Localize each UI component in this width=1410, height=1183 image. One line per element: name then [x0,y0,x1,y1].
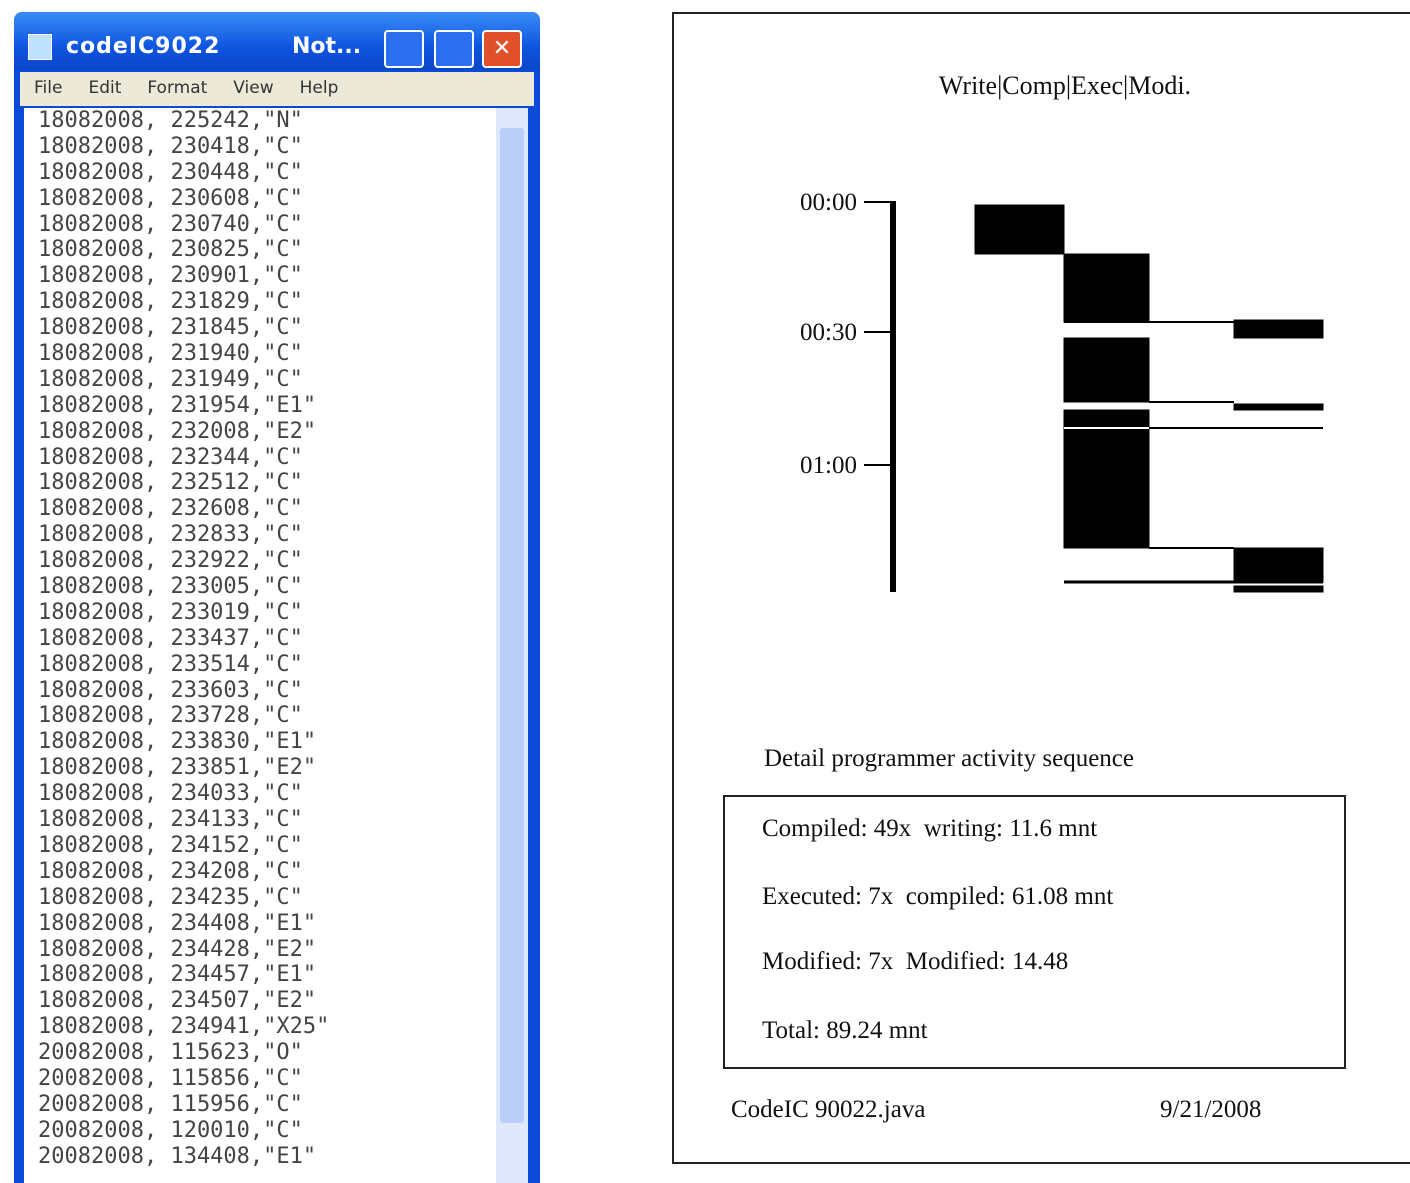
minimize-button[interactable] [384,30,424,68]
report-date: 9/21/2008 [1160,1096,1261,1123]
comp-block [1064,410,1149,548]
report-canvas: Write|Comp|Exec|Modi. Detail programmer … [674,14,1410,1162]
timeline [893,202,1323,592]
text-line: 18082008, 232008,"E2" [24,419,496,445]
text-line: 18082008, 232922,"C" [24,548,496,574]
summary-line: Total: 89.24 mnt [762,1017,928,1044]
text-line: 18082008, 233603,"C" [24,678,496,704]
text-line: 20082008, 115856,"C" [24,1066,496,1092]
close-button[interactable]: ✕ [482,30,522,68]
modi-block [1234,320,1323,338]
comp-block [1064,338,1149,402]
text-line: 18082008, 233437,"C" [24,626,496,652]
text-line: 18082008, 233514,"C" [24,652,496,678]
text-line: 18082008, 234235,"C" [24,885,496,911]
report-header: Write|Comp|Exec|Modi. [939,71,1191,100]
text-line: 18082008, 234033,"C" [24,781,496,807]
maximize-button[interactable] [434,30,474,68]
text-line: 18082008, 233005,"C" [24,574,496,600]
modi-block [1234,586,1323,592]
file-name: CodeIC 90022.java [731,1096,925,1123]
text-line: 18082008, 231949,"C" [24,367,496,393]
menu-item[interactable]: File [34,78,62,98]
window-title-suffix: Not... [292,34,361,59]
text-line: 18082008, 234428,"E2" [24,937,496,963]
text-line: 18082008, 230901,"C" [24,263,496,289]
app-icon [28,34,52,60]
summary-line: Modified: 7x Modified: 14.48 [762,948,1068,975]
text-line: 18082008, 231954,"E1" [24,393,496,419]
text-line: 18082008, 230418,"C" [24,134,496,160]
time-label: 00:00 [800,189,857,216]
text-line: 18082008, 230740,"C" [24,212,496,238]
text-line: 18082008, 233830,"E1" [24,729,496,755]
time-label: 01:00 [800,452,857,479]
menu-bar: File Edit Format View Help [20,72,534,106]
text-line: 20082008, 115623,"O" [24,1040,496,1066]
text-line: 18082008, 231940,"C" [24,341,496,367]
text-line: 18082008, 234133,"C" [24,807,496,833]
text-line: 18082008, 231845,"C" [24,315,496,341]
text-line: 18082008, 234152,"C" [24,833,496,859]
text-line: 18082008, 234208,"C" [24,859,496,885]
scrollbar[interactable] [496,108,528,1183]
menu-item[interactable]: Edit [88,78,121,98]
title-bar: codeIC9022 Not... ✕ [14,12,540,70]
notepad-window: codeIC9022 Not... ✕ File Edit Format View He… [14,12,540,1183]
write-block [975,205,1064,254]
text-line: 18082008, 234457,"E1" [24,962,496,988]
text-line: 18082008, 230825,"C" [24,237,496,263]
menu-item[interactable]: Format [147,78,207,98]
menu-item[interactable]: View [233,78,273,98]
page: codeIC9022 Not... ✕ File Edit Format View He… [0,0,1410,1183]
text-line: 18082008, 233851,"E2" [24,755,496,781]
text-line: 18082008, 233019,"C" [24,600,496,626]
text-line: 18082008, 234507,"E2" [24,988,496,1014]
text-line: 18082008, 233728,"C" [24,703,496,729]
text-line: 18082008, 231829,"C" [24,289,496,315]
text-line: 18082008, 234941,"X25" [24,1014,496,1040]
text-line: 18082008, 234408,"E1" [24,911,496,937]
text-line: 20082008, 115956,"C" [24,1092,496,1118]
text-line: 18082008, 232512,"C" [24,470,496,496]
menu-item[interactable]: Help [300,78,339,98]
summary-line: Compiled: 49x writing: 11.6 mnt [762,815,1097,842]
time-label: 00:30 [800,319,857,346]
text-line: 18082008, 230608,"C" [24,186,496,212]
text-line: 18082008, 225242,"N" [24,108,496,134]
text-line: 20082008, 134408,"E1" [24,1144,496,1170]
text-line: 18082008, 230448,"C" [24,160,496,186]
window-title: codeIC9022 [66,34,220,59]
text-area[interactable]: 18082008, 225242,"N"18082008, 230418,"C"… [24,108,496,1183]
modi-block [1234,404,1323,410]
text-line: 18082008, 232833,"C" [24,522,496,548]
text-line: 18082008, 232344,"C" [24,445,496,471]
comp-block [1064,254,1149,322]
scroll-thumb[interactable] [500,128,524,1123]
modi-block [1234,548,1323,582]
text-line: 18082008, 232608,"C" [24,496,496,522]
report: Write|Comp|Exec|Modi. Detail programmer … [672,12,1410,1164]
caption: Detail programmer activity sequence [764,745,1134,772]
text-line: 20082008, 120010,"C" [24,1118,496,1144]
summary-line: Executed: 7x compiled: 61.08 mnt [762,883,1113,910]
